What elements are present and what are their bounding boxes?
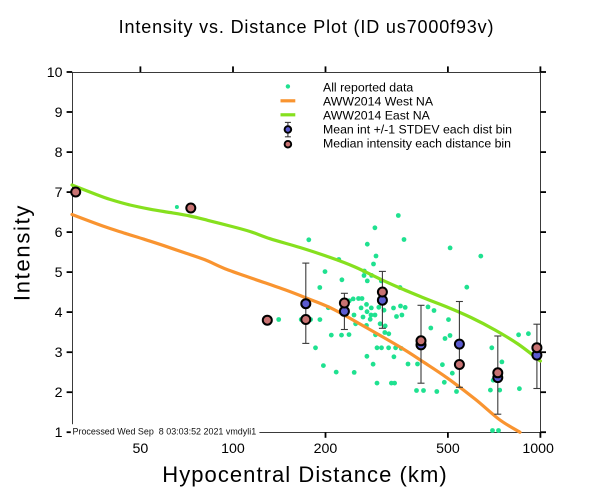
svg-text:All reported data: All reported data (323, 81, 413, 95)
svg-text:Processed Wed Sep 8 03:03:52: Processed Wed Sep 8 03:03:52 2021 vmdyli… (73, 426, 257, 436)
svg-text:Intensity vs. Distance Plot (I: Intensity vs. Distance Plot (ID us7000f9… (119, 17, 495, 37)
svg-text:2: 2 (55, 385, 63, 401)
svg-text:Mean int +/-1 STDEV each dist: Mean int +/-1 STDEV each dist bin (323, 123, 512, 137)
svg-text:50: 50 (133, 441, 149, 457)
svg-text:6: 6 (55, 225, 63, 241)
svg-text:AWW2014 East NA: AWW2014 East NA (323, 109, 431, 123)
svg-text:Hypocentral Distance (km): Hypocentral Distance (km) (162, 462, 447, 487)
svg-text:10: 10 (47, 65, 63, 81)
svg-text:9: 9 (55, 105, 63, 121)
svg-text:4: 4 (55, 305, 63, 321)
svg-text:5: 5 (55, 265, 63, 281)
svg-text:1: 1 (55, 425, 63, 441)
svg-text:3: 3 (55, 345, 63, 361)
svg-text:1000: 1000 (522, 441, 554, 457)
svg-text:Intensity: Intensity (10, 204, 35, 301)
svg-text:Median intensity each distance: Median intensity each distance bin (323, 137, 511, 151)
svg-text:200: 200 (314, 441, 338, 457)
svg-text:500: 500 (436, 441, 460, 457)
svg-text:8: 8 (55, 145, 63, 161)
svg-text:7: 7 (55, 185, 63, 201)
svg-text:100: 100 (221, 441, 245, 457)
svg-text:AWW2014 West NA: AWW2014 West NA (323, 95, 434, 109)
